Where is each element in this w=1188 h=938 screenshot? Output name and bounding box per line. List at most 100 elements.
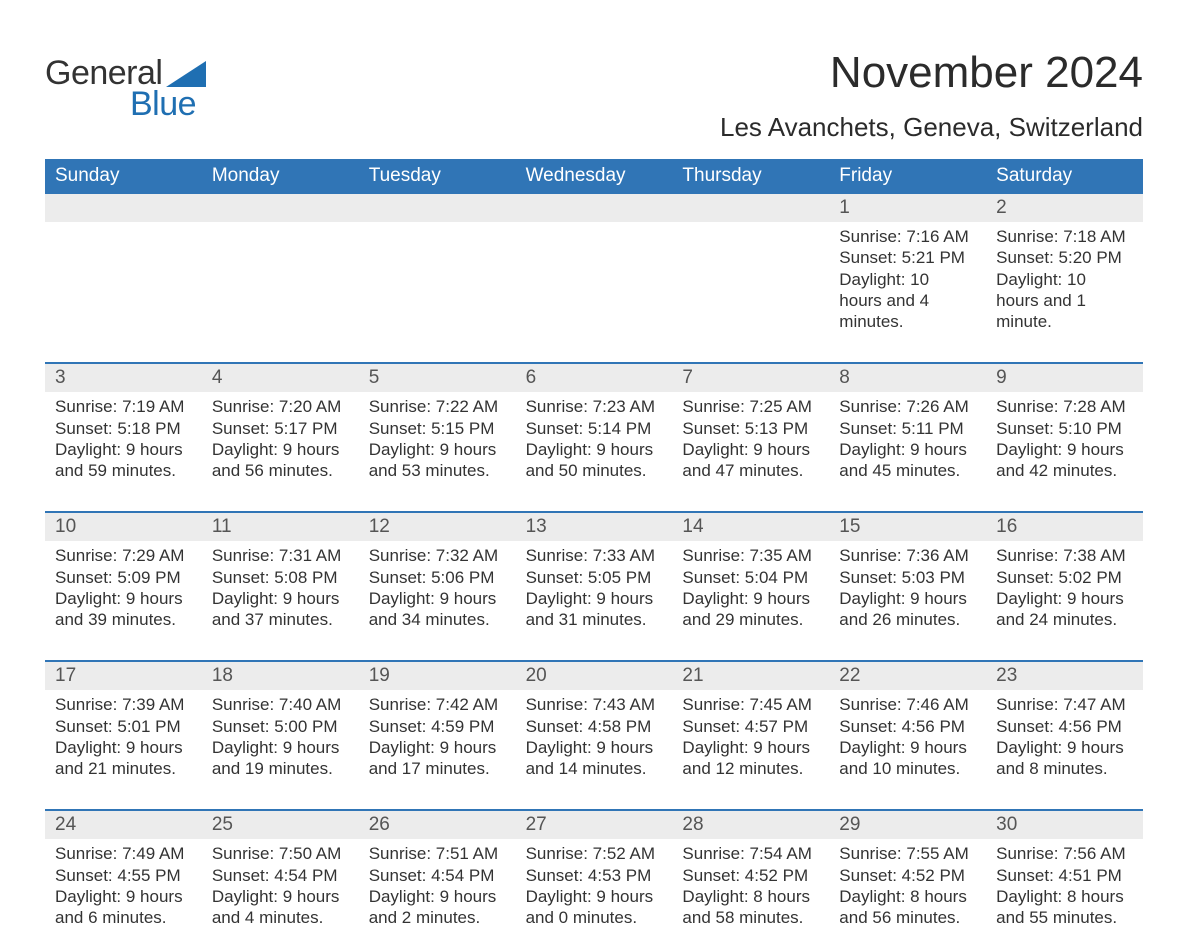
- daylight-text: Daylight: 9 hours and 10 minutes.: [839, 737, 976, 780]
- logo: General Blue: [45, 54, 206, 124]
- sunset-text: Sunset: 5:15 PM: [369, 418, 506, 439]
- day-number: 15: [829, 513, 986, 541]
- sunset-text: Sunset: 4:57 PM: [682, 716, 819, 737]
- day-details: Sunrise: 7:28 AMSunset: 5:10 PMDaylight:…: [986, 392, 1143, 511]
- sunset-text: Sunset: 5:00 PM: [212, 716, 349, 737]
- day-details: [516, 222, 673, 362]
- day-number: 26: [359, 811, 516, 839]
- sunset-text: Sunset: 4:52 PM: [682, 865, 819, 886]
- day-details: Sunrise: 7:46 AMSunset: 4:56 PMDaylight:…: [829, 690, 986, 809]
- sunrise-text: Sunrise: 7:26 AM: [839, 396, 976, 417]
- day-number: 23: [986, 662, 1143, 690]
- day-number: 19: [359, 662, 516, 690]
- day-details: Sunrise: 7:22 AMSunset: 5:15 PMDaylight:…: [359, 392, 516, 511]
- day-details: Sunrise: 7:32 AMSunset: 5:06 PMDaylight:…: [359, 541, 516, 660]
- day-number: 7: [672, 364, 829, 392]
- day-details: [672, 222, 829, 362]
- daylight-text: Daylight: 8 hours and 58 minutes.: [682, 886, 819, 929]
- day-number: 22: [829, 662, 986, 690]
- day-details: [202, 222, 359, 362]
- header: General Blue November 2024 Les Avanchets…: [45, 30, 1143, 153]
- day-details: Sunrise: 7:16 AMSunset: 5:21 PMDaylight:…: [829, 222, 986, 362]
- sunset-text: Sunset: 4:56 PM: [996, 716, 1133, 737]
- sunset-text: Sunset: 5:08 PM: [212, 567, 349, 588]
- sunset-text: Sunset: 4:59 PM: [369, 716, 506, 737]
- sunset-text: Sunset: 5:21 PM: [839, 247, 976, 268]
- sunset-text: Sunset: 5:17 PM: [212, 418, 349, 439]
- day-number: 20: [516, 662, 673, 690]
- daylight-text: Daylight: 9 hours and 47 minutes.: [682, 439, 819, 482]
- sunrise-text: Sunrise: 7:36 AM: [839, 545, 976, 566]
- daynum-strip: 10111213141516: [45, 511, 1143, 541]
- day-details: Sunrise: 7:52 AMSunset: 4:53 PMDaylight:…: [516, 839, 673, 938]
- daylight-text: Daylight: 9 hours and 19 minutes.: [212, 737, 349, 780]
- daylight-text: Daylight: 9 hours and 6 minutes.: [55, 886, 192, 929]
- sunrise-text: Sunrise: 7:33 AM: [526, 545, 663, 566]
- day-number: 24: [45, 811, 202, 839]
- day-number: 29: [829, 811, 986, 839]
- weekday-label: Saturday: [986, 159, 1143, 194]
- day-details: Sunrise: 7:20 AMSunset: 5:17 PMDaylight:…: [202, 392, 359, 511]
- sunset-text: Sunset: 5:14 PM: [526, 418, 663, 439]
- daylight-text: Daylight: 10 hours and 1 minute.: [996, 269, 1133, 333]
- sunset-text: Sunset: 5:04 PM: [682, 567, 819, 588]
- sunrise-text: Sunrise: 7:49 AM: [55, 843, 192, 864]
- sunset-text: Sunset: 4:54 PM: [212, 865, 349, 886]
- daynum-strip: 3456789: [45, 362, 1143, 392]
- daylight-text: Daylight: 9 hours and 31 minutes.: [526, 588, 663, 631]
- day-number: 13: [516, 513, 673, 541]
- daylight-text: Daylight: 9 hours and 29 minutes.: [682, 588, 819, 631]
- day-details: Sunrise: 7:47 AMSunset: 4:56 PMDaylight:…: [986, 690, 1143, 809]
- day-details: [45, 222, 202, 362]
- day-details: [359, 222, 516, 362]
- daylight-text: Daylight: 9 hours and 12 minutes.: [682, 737, 819, 780]
- day-number: 5: [359, 364, 516, 392]
- month-title: November 2024: [720, 48, 1143, 98]
- day-details: Sunrise: 7:56 AMSunset: 4:51 PMDaylight:…: [986, 839, 1143, 938]
- daylight-text: Daylight: 9 hours and 8 minutes.: [996, 737, 1133, 780]
- sunset-text: Sunset: 5:03 PM: [839, 567, 976, 588]
- day-number: [672, 194, 829, 222]
- weekday-label: Monday: [202, 159, 359, 194]
- details-strip: Sunrise: 7:16 AMSunset: 5:21 PMDaylight:…: [45, 222, 1143, 362]
- day-details: Sunrise: 7:29 AMSunset: 5:09 PMDaylight:…: [45, 541, 202, 660]
- day-details: Sunrise: 7:39 AMSunset: 5:01 PMDaylight:…: [45, 690, 202, 809]
- sunset-text: Sunset: 4:56 PM: [839, 716, 976, 737]
- weekday-label: Tuesday: [359, 159, 516, 194]
- day-details: Sunrise: 7:49 AMSunset: 4:55 PMDaylight:…: [45, 839, 202, 938]
- weekday-header: Sunday Monday Tuesday Wednesday Thursday…: [45, 159, 1143, 194]
- sunset-text: Sunset: 4:55 PM: [55, 865, 192, 886]
- sunset-text: Sunset: 4:51 PM: [996, 865, 1133, 886]
- day-number: 16: [986, 513, 1143, 541]
- sunrise-text: Sunrise: 7:29 AM: [55, 545, 192, 566]
- day-details: Sunrise: 7:45 AMSunset: 4:57 PMDaylight:…: [672, 690, 829, 809]
- daylight-text: Daylight: 9 hours and 39 minutes.: [55, 588, 192, 631]
- day-details: Sunrise: 7:19 AMSunset: 5:18 PMDaylight:…: [45, 392, 202, 511]
- day-details: Sunrise: 7:43 AMSunset: 4:58 PMDaylight:…: [516, 690, 673, 809]
- weeks-container: 12 Sunrise: 7:16 AMSunset: 5:21 PMDayligh…: [45, 194, 1143, 938]
- daylight-text: Daylight: 9 hours and 50 minutes.: [526, 439, 663, 482]
- day-number: 18: [202, 662, 359, 690]
- daynum-strip: 17181920212223: [45, 660, 1143, 690]
- daylight-text: Daylight: 9 hours and 37 minutes.: [212, 588, 349, 631]
- sunset-text: Sunset: 4:52 PM: [839, 865, 976, 886]
- daylight-text: Daylight: 9 hours and 24 minutes.: [996, 588, 1133, 631]
- sunrise-text: Sunrise: 7:18 AM: [996, 226, 1133, 247]
- day-number: 28: [672, 811, 829, 839]
- weekday-label: Thursday: [672, 159, 829, 194]
- day-details: Sunrise: 7:36 AMSunset: 5:03 PMDaylight:…: [829, 541, 986, 660]
- day-number: 6: [516, 364, 673, 392]
- sunset-text: Sunset: 5:11 PM: [839, 418, 976, 439]
- day-number: 12: [359, 513, 516, 541]
- day-number: [202, 194, 359, 222]
- sunrise-text: Sunrise: 7:47 AM: [996, 694, 1133, 715]
- details-strip: Sunrise: 7:49 AMSunset: 4:55 PMDaylight:…: [45, 839, 1143, 938]
- day-number: 1: [829, 194, 986, 222]
- sunset-text: Sunset: 4:54 PM: [369, 865, 506, 886]
- daylight-text: Daylight: 9 hours and 14 minutes.: [526, 737, 663, 780]
- sunset-text: Sunset: 5:20 PM: [996, 247, 1133, 268]
- title-block: November 2024 Les Avanchets, Geneva, Swi…: [720, 30, 1143, 153]
- day-number: 25: [202, 811, 359, 839]
- daylight-text: Daylight: 9 hours and 26 minutes.: [839, 588, 976, 631]
- sunset-text: Sunset: 5:01 PM: [55, 716, 192, 737]
